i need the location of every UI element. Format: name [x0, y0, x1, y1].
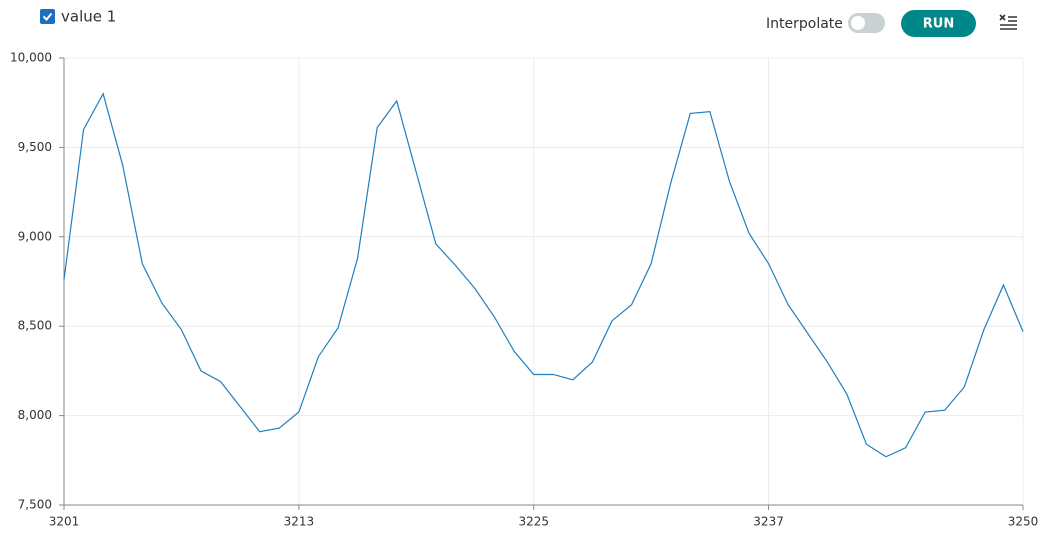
checkbox-box — [40, 9, 55, 24]
clear-x — [999, 14, 1006, 21]
legend-label: value 1 — [61, 8, 116, 26]
run-button-label: RUN — [923, 17, 954, 32]
interpolate-label: Interpolate — [766, 16, 843, 32]
x-tick-label: 3225 — [518, 515, 549, 529]
y-tick-label: 9,000 — [18, 229, 52, 243]
checkbox-check — [42, 12, 53, 21]
x-tick-label: 3201 — [49, 515, 80, 529]
y-tick-label: 9,500 — [18, 140, 52, 154]
x-tick-label: 3237 — [753, 515, 784, 529]
y-tick-label: 7,500 — [18, 498, 52, 512]
run-button[interactable]: RUN — [901, 10, 976, 37]
clear-lines — [1000, 16, 1017, 30]
plot-area: 7,500 8,000 8,500 9,000 9,500 10,000 3201 3213 3… — [10, 51, 1038, 529]
y-tick-label: 8,500 — [18, 319, 52, 333]
y-tick-label: 10,000 — [10, 51, 52, 65]
run-button-bg — [901, 10, 976, 37]
interpolate-toggle[interactable] — [848, 13, 885, 33]
legend-checkbox[interactable] — [40, 9, 55, 24]
series-line — [63, 92, 1024, 458]
x-tick-label: 3250 — [1008, 515, 1039, 529]
x-tick-label: 3213 — [284, 515, 315, 529]
y-tick-label: 8,000 — [18, 408, 52, 422]
clear-icon[interactable] — [999, 14, 1017, 30]
toggle-knob — [851, 16, 865, 30]
